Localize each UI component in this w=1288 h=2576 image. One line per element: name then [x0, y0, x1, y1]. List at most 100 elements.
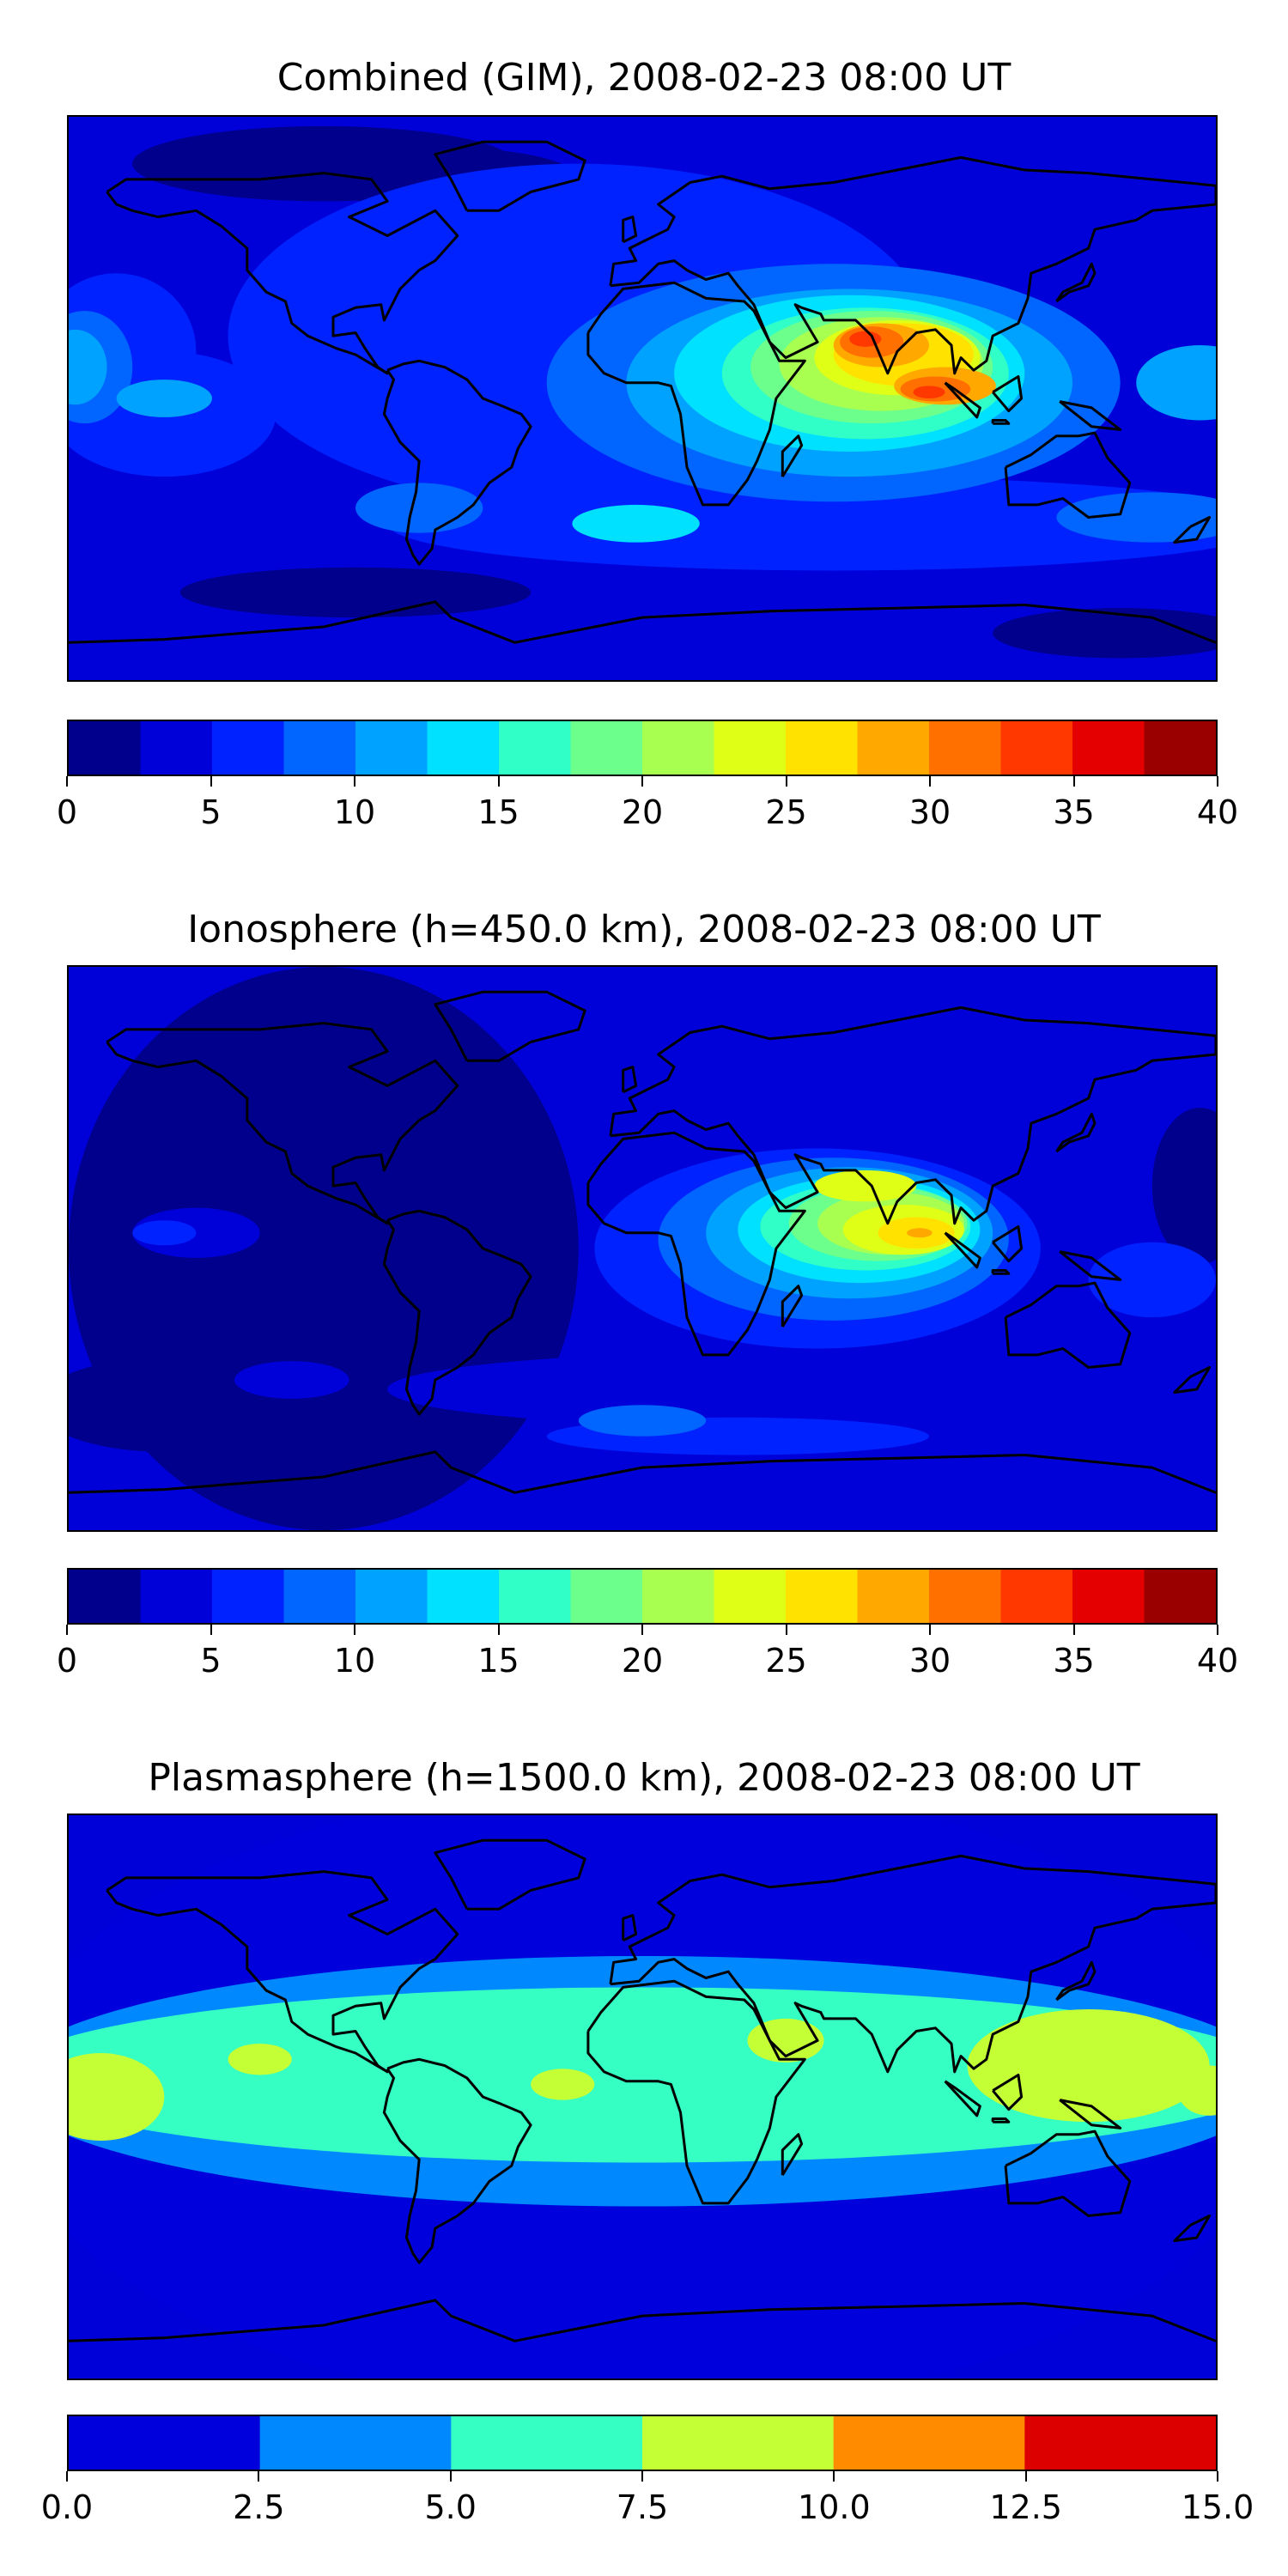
colorbar-swatch	[140, 721, 213, 775]
coastline	[106, 172, 459, 375]
coastline	[586, 1131, 806, 1357]
coastline	[1055, 1960, 1097, 2002]
contour-region	[572, 504, 700, 543]
coastline	[586, 281, 806, 507]
colorbar-tick-label: 15	[477, 1642, 519, 1680]
coastline	[991, 1269, 1011, 1275]
colorbar-swatch	[642, 1570, 715, 1623]
coastline	[609, 1005, 1216, 1225]
colorbar-tick	[929, 776, 931, 787]
colorbar-tick-label: 15.0	[1181, 2488, 1255, 2526]
colorbar-tick-label: 5	[200, 793, 222, 831]
colorbar-tick-label: 5.0	[424, 2488, 477, 2526]
colorbar-swatches	[69, 2416, 1216, 2470]
tec-map	[69, 967, 1216, 1530]
coastline	[991, 419, 1011, 425]
colorbar-swatch	[714, 1570, 787, 1623]
contour-region	[1151, 1108, 1216, 1265]
map-plot-area	[67, 115, 1218, 682]
colorbar-swatch	[212, 1570, 285, 1623]
contour-region	[967, 2008, 1210, 2123]
coastline	[622, 1914, 638, 1942]
contour-region	[132, 1220, 197, 1246]
colorbar-tick-label: 25	[765, 793, 807, 831]
coastline	[586, 1979, 806, 2205]
colorbar-swatch	[140, 1570, 213, 1623]
colorbar-tick	[258, 2471, 260, 2482]
coastline	[69, 600, 1216, 644]
colorbar-tick	[66, 2471, 68, 2482]
colorbar-tick-label: 10	[333, 1642, 376, 1680]
colorbar-tick	[785, 776, 787, 787]
colorbar-swatch	[1144, 721, 1216, 775]
coastline	[781, 2133, 804, 2176]
colorbar-swatch	[69, 721, 142, 775]
colorbar-tick-label: 30	[908, 793, 951, 831]
colorbar-swatch	[499, 721, 572, 775]
chart-title: Ionosphere (h=450.0 km), 2008-02-23 08:0…	[187, 908, 1101, 951]
map-plot-area	[67, 1814, 1218, 2380]
contour-region	[1056, 492, 1216, 543]
colorbar-tick-label: 2.5	[233, 2488, 285, 2526]
colorbar-swatch	[355, 721, 428, 775]
colorbar-tick	[497, 1625, 500, 1635]
colorbar-swatch	[427, 721, 500, 775]
colorbar-swatch	[929, 721, 1002, 775]
colorbar-swatch	[212, 721, 285, 775]
contour-region	[814, 1170, 917, 1202]
colorbar-swatch	[642, 2416, 835, 2470]
contour-region	[116, 380, 212, 417]
colorbar-tick-label: 35	[1053, 793, 1095, 831]
contour-region	[234, 1361, 349, 1399]
coastline	[382, 359, 532, 566]
contour-region	[1177, 2065, 1216, 2116]
colorbar-swatch	[283, 721, 356, 775]
colorbar-tick	[929, 1625, 931, 1635]
colorbar-tick	[833, 2471, 835, 2482]
coastline	[1059, 2099, 1122, 2129]
coastline	[434, 990, 586, 1062]
colorbar-tick	[641, 2471, 643, 2482]
colorbar-tick-label: 25	[765, 1642, 807, 1680]
coastline	[1055, 262, 1097, 303]
coastline	[1173, 2215, 1212, 2243]
coastline	[1004, 431, 1132, 519]
coastline	[991, 2117, 1011, 2123]
colorbar-tick-label: 30	[908, 1642, 951, 1680]
coastline	[434, 140, 586, 212]
coastline	[69, 1450, 1216, 1494]
contour-region	[747, 2018, 824, 2063]
colorbar-tick	[785, 1625, 787, 1635]
colorbar-swatch	[857, 1570, 930, 1623]
colorbar-swatch	[642, 721, 715, 775]
colorbar-tick	[1072, 1625, 1075, 1635]
colorbar-tick	[641, 776, 643, 787]
coastline	[382, 2057, 532, 2264]
coastline	[1055, 1112, 1097, 1153]
coastline	[781, 434, 804, 477]
colorbar-tick	[1217, 776, 1218, 787]
colorbar-swatch	[1000, 721, 1073, 775]
colorbar-tick	[210, 1625, 212, 1635]
contour-region	[1088, 1242, 1216, 1318]
colorbar-tick	[1024, 2471, 1027, 2482]
coastline	[1059, 400, 1122, 431]
colorbar-tick-label: 7.5	[616, 2488, 669, 2526]
colorbar-tick	[210, 776, 212, 787]
colorbar-tick-label: 15	[477, 793, 519, 831]
colorbar-swatch	[929, 1570, 1002, 1623]
colorbar-tick-label: 0	[56, 793, 78, 831]
colorbar-tick-label: 5	[200, 1642, 222, 1680]
colorbar-swatch	[427, 1570, 500, 1623]
contour-region	[913, 386, 945, 399]
colorbar-swatch	[355, 1570, 428, 1623]
colorbar-swatch	[1000, 1570, 1073, 1623]
contour-region	[907, 1228, 933, 1238]
colorbar-tick-label: 0	[56, 1642, 78, 1680]
coastline	[944, 381, 981, 419]
coastline	[1173, 516, 1212, 544]
coastline	[1004, 1281, 1132, 1369]
colorbar-tick-label: 40	[1196, 793, 1239, 831]
contour-region	[1136, 345, 1216, 421]
coastline	[992, 375, 1024, 413]
